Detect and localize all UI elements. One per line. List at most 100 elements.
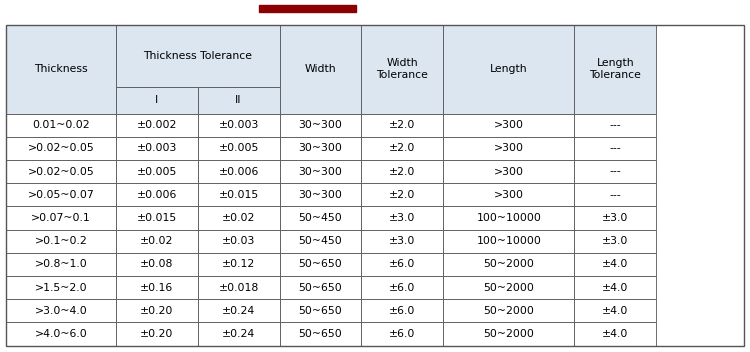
Text: ---: --- xyxy=(610,120,621,130)
Bar xyxy=(198,276,280,299)
Text: 50~650: 50~650 xyxy=(298,283,342,293)
Text: >0.07~0.1: >0.07~0.1 xyxy=(31,213,91,223)
Text: ±6.0: ±6.0 xyxy=(389,306,416,316)
Bar xyxy=(443,160,574,183)
Bar xyxy=(280,322,362,346)
Text: ±3.0: ±3.0 xyxy=(602,213,628,223)
Bar xyxy=(198,160,280,183)
Text: ±0.20: ±0.20 xyxy=(140,329,173,339)
Bar xyxy=(280,276,362,299)
Bar xyxy=(198,206,280,230)
Text: Thickness: Thickness xyxy=(34,64,88,74)
Bar xyxy=(198,322,280,346)
Bar xyxy=(574,25,656,114)
Bar xyxy=(280,183,362,206)
Text: ---: --- xyxy=(610,143,621,153)
Text: ±0.005: ±0.005 xyxy=(136,166,177,177)
Bar xyxy=(116,276,198,299)
Bar xyxy=(116,87,198,114)
Bar xyxy=(574,322,656,346)
Text: ±2.0: ±2.0 xyxy=(389,190,416,200)
Text: 50~2000: 50~2000 xyxy=(483,306,534,316)
Text: ±0.02: ±0.02 xyxy=(222,213,255,223)
Text: ±0.018: ±0.018 xyxy=(218,283,259,293)
Text: >4.0~6.0: >4.0~6.0 xyxy=(34,329,87,339)
Text: ±6.0: ±6.0 xyxy=(389,329,416,339)
Bar xyxy=(116,206,198,230)
Text: ±3.0: ±3.0 xyxy=(389,213,416,223)
Text: ±3.0: ±3.0 xyxy=(389,236,416,246)
Bar xyxy=(280,253,362,276)
Text: 50~650: 50~650 xyxy=(298,329,342,339)
Bar xyxy=(116,183,198,206)
Text: ±0.002: ±0.002 xyxy=(136,120,177,130)
Text: 30~300: 30~300 xyxy=(298,190,342,200)
Text: >0.02~0.05: >0.02~0.05 xyxy=(28,143,94,153)
Bar xyxy=(116,230,198,253)
Text: 0.01~0.02: 0.01~0.02 xyxy=(32,120,90,130)
Bar xyxy=(6,322,116,346)
Bar xyxy=(198,114,280,137)
Text: 30~300: 30~300 xyxy=(298,120,342,130)
Text: >0.8~1.0: >0.8~1.0 xyxy=(34,259,87,269)
Bar xyxy=(6,206,116,230)
Text: ±2.0: ±2.0 xyxy=(389,120,416,130)
Text: ±0.015: ±0.015 xyxy=(218,190,259,200)
Text: >300: >300 xyxy=(494,120,524,130)
Text: ±0.24: ±0.24 xyxy=(222,329,255,339)
Bar xyxy=(362,183,443,206)
Bar xyxy=(6,183,116,206)
Bar xyxy=(362,114,443,137)
Text: ±4.0: ±4.0 xyxy=(602,306,628,316)
Bar xyxy=(443,114,574,137)
Bar xyxy=(280,299,362,322)
Text: 50~2000: 50~2000 xyxy=(483,283,534,293)
Bar xyxy=(574,206,656,230)
Bar xyxy=(362,299,443,322)
Text: ±0.003: ±0.003 xyxy=(136,143,177,153)
Text: ±0.006: ±0.006 xyxy=(136,190,177,200)
Text: 100~10000: 100~10000 xyxy=(476,236,542,246)
Bar xyxy=(198,137,280,160)
Bar xyxy=(116,25,280,87)
Bar xyxy=(574,137,656,160)
Text: 100~10000: 100~10000 xyxy=(476,213,542,223)
Bar xyxy=(280,114,362,137)
Text: >300: >300 xyxy=(494,190,524,200)
Bar xyxy=(6,230,116,253)
Text: ±3.0: ±3.0 xyxy=(602,236,628,246)
Bar xyxy=(443,299,574,322)
Bar xyxy=(116,253,198,276)
Bar xyxy=(362,137,443,160)
Text: ±0.005: ±0.005 xyxy=(218,143,259,153)
Text: Thickness Tolerance: Thickness Tolerance xyxy=(143,51,252,61)
Text: ±0.24: ±0.24 xyxy=(222,306,255,316)
Bar xyxy=(6,253,116,276)
Text: 50~450: 50~450 xyxy=(298,213,342,223)
Text: ±4.0: ±4.0 xyxy=(602,283,628,293)
Text: Length
Tolerance: Length Tolerance xyxy=(590,58,641,80)
Bar xyxy=(443,322,574,346)
Bar xyxy=(198,183,280,206)
Text: >0.02~0.05: >0.02~0.05 xyxy=(28,166,94,177)
Bar xyxy=(362,253,443,276)
Bar xyxy=(116,137,198,160)
Text: Width: Width xyxy=(304,64,336,74)
Text: >300: >300 xyxy=(494,143,524,153)
Text: 30~300: 30~300 xyxy=(298,166,342,177)
Bar xyxy=(362,160,443,183)
Bar xyxy=(362,276,443,299)
Bar xyxy=(116,114,198,137)
Bar xyxy=(443,183,574,206)
Bar xyxy=(280,206,362,230)
Bar xyxy=(6,114,116,137)
Text: >0.1~0.2: >0.1~0.2 xyxy=(34,236,87,246)
Text: ±0.20: ±0.20 xyxy=(140,306,173,316)
Text: ±0.015: ±0.015 xyxy=(136,213,177,223)
Bar xyxy=(6,160,116,183)
Text: ±0.006: ±0.006 xyxy=(218,166,259,177)
Bar xyxy=(198,253,280,276)
Text: 30~300: 30~300 xyxy=(298,143,342,153)
Bar xyxy=(362,206,443,230)
Bar xyxy=(574,299,656,322)
